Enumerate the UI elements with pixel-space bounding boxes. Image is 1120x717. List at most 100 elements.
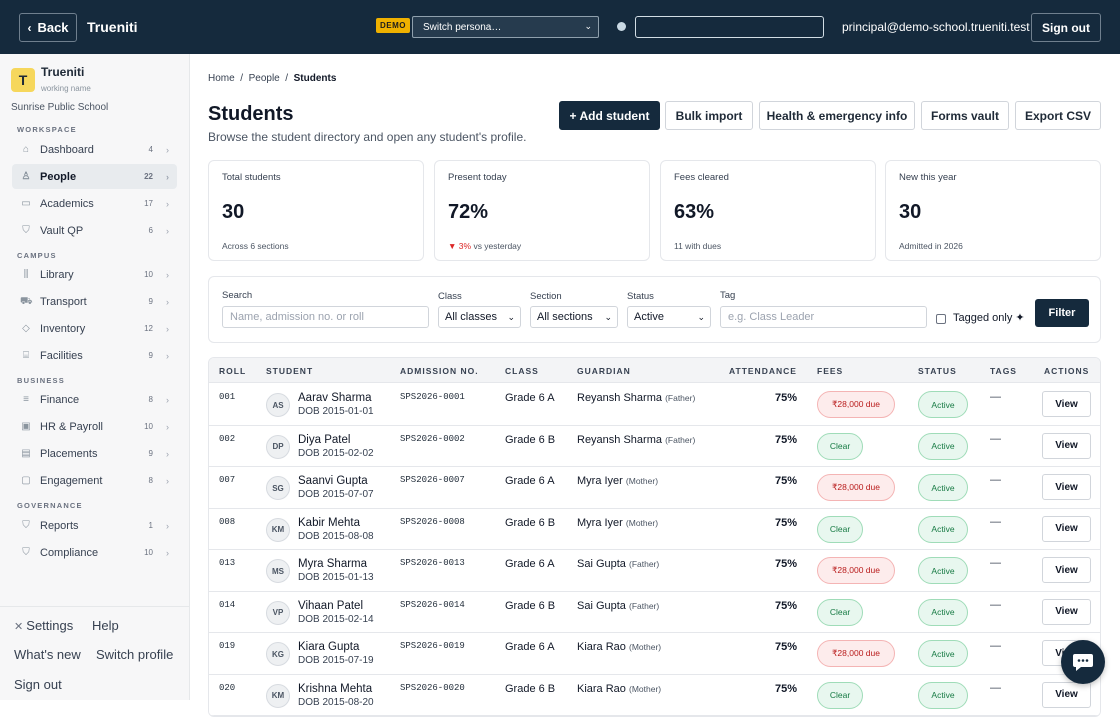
- view-button[interactable]: View: [1042, 474, 1091, 500]
- sidebar-item-count: 6: [148, 226, 153, 235]
- student-name[interactable]: Kiara Gupta: [298, 641, 360, 653]
- tags-cell: —: [990, 432, 1001, 445]
- admission-cell: SPS2026-0014: [400, 599, 465, 610]
- student-dob: DOB 2015-08-08: [298, 530, 374, 542]
- tagged-only-checkbox[interactable]: [936, 314, 946, 324]
- status-dot-icon: [617, 22, 626, 31]
- view-button[interactable]: View: [1042, 432, 1091, 459]
- status-badge: Active: [918, 640, 968, 667]
- stat-note: ▼ 3% vs yesterday: [448, 241, 522, 251]
- health-info-button[interactable]: Health & emergency info: [759, 101, 915, 130]
- signout-link[interactable]: Sign out: [14, 677, 62, 692]
- student-name[interactable]: Diya Patel: [298, 433, 351, 446]
- demo-badge: DEMO: [376, 18, 410, 33]
- sidebar-item-compliance[interactable]: ⛉ Compliance 10 ›: [12, 540, 177, 565]
- guardian-name: Myra Iyer: [577, 475, 623, 487]
- view-button[interactable]: View: [1042, 515, 1091, 542]
- guardian-name: Myra Iyer: [577, 516, 623, 529]
- col-attendance: ATTENDANCE: [729, 366, 797, 376]
- student-name[interactable]: Aarav Sharma: [298, 392, 372, 404]
- class-cell: Grade 6 A: [505, 641, 555, 653]
- add-student-button[interactable]: + Add student: [559, 101, 660, 130]
- chevron-right-icon: ›: [166, 198, 169, 209]
- stat-delta: ▼ 3%: [448, 241, 472, 251]
- chat-bubble-icon: [1073, 654, 1093, 671]
- page-subtitle: Browse the student directory and open an…: [208, 130, 527, 144]
- guardian-cell: Myra Iyer (Mother): [577, 517, 658, 529]
- sidebar-item-library[interactable]: ⫼ Library 10 ›: [12, 262, 177, 287]
- sidebar-item-facilities[interactable]: ⌸ Facilities 9 ›: [12, 343, 177, 368]
- sidebar-item-engagement[interactable]: ▢ Engagement 8 ›: [12, 468, 177, 493]
- back-button[interactable]: ‹ Back: [19, 13, 77, 42]
- top-bar: ‹ Back Trueniti DEMO Switch persona… ⌄ p…: [0, 0, 1120, 54]
- persona-select[interactable]: Switch persona… ⌄: [412, 16, 599, 38]
- avatar: KG: [266, 642, 290, 666]
- student-dob: DOB 2015-02-14: [298, 613, 374, 625]
- admission-cell: SPS2026-0002: [400, 433, 465, 444]
- class-cell: Grade 6 B: [505, 599, 556, 612]
- breadcrumb-home[interactable]: Home: [208, 73, 235, 84]
- sidebar-item-transport[interactable]: ⛟ Transport 9 ›: [12, 289, 177, 314]
- org-name: Trueniti: [41, 65, 85, 79]
- view-button[interactable]: View: [1042, 598, 1091, 625]
- student-name[interactable]: Saanvi Gupta: [298, 475, 368, 487]
- fees-badge: Clear: [817, 681, 863, 709]
- guardian-cell: Reyansh Sharma (Father): [577, 392, 695, 404]
- help-link[interactable]: Help: [92, 618, 119, 633]
- sidebar-item-dashboard[interactable]: ⌂ Dashboard 4 ›: [12, 137, 177, 162]
- switch-profile-link[interactable]: Switch profile: [96, 647, 174, 662]
- section-select[interactable]: All sections ⌄: [530, 306, 618, 328]
- sidebar-item-vault-qp[interactable]: ⛉ Vault QP 6 ›: [12, 218, 177, 243]
- view-button[interactable]: View: [1042, 681, 1091, 708]
- student-name[interactable]: Vihaan Patel: [298, 599, 364, 612]
- student-name[interactable]: Kabir Mehta: [298, 516, 361, 529]
- stat-label: New this year: [899, 172, 957, 183]
- view-button[interactable]: View: [1042, 557, 1091, 583]
- class-select[interactable]: All classes ⌄: [438, 306, 521, 328]
- chat-launcher-button[interactable]: [1061, 640, 1105, 684]
- page-title: Students: [208, 103, 294, 125]
- sidebar-item-count: 9: [148, 297, 153, 306]
- search-input[interactable]: Name, admission no. or roll: [222, 306, 429, 328]
- back-label: Back: [37, 20, 69, 35]
- view-button[interactable]: View: [1042, 391, 1091, 417]
- whats-new-link[interactable]: What's new: [14, 647, 81, 662]
- table-row: 001 AS Aarav Sharma DOB 2015-01-01 SPS2026-0…: [209, 384, 1100, 426]
- sidebar-item-inventory[interactable]: ◇ Inventory 12 ›: [12, 316, 177, 341]
- sidebar-item-label: Reports: [40, 519, 79, 532]
- guardian-cell: Sai Gupta (Father): [577, 558, 659, 570]
- student-name[interactable]: Krishna Mehta: [298, 682, 373, 695]
- export-csv-button[interactable]: Export CSV: [1015, 101, 1101, 130]
- sidebar-item-finance[interactable]: ≡ Finance 8 ›: [12, 387, 177, 412]
- guardian-name: Sai Gupta: [577, 558, 626, 570]
- guardian-name: Kiara Rao: [577, 682, 626, 695]
- table-row: 002 DP Diya Patel DOB 2015-02-02 SPS2026-000…: [209, 425, 1100, 467]
- stat-card-fees: Fees cleared 63% 11 with dues: [660, 160, 876, 261]
- roll-cell: 020: [219, 682, 236, 693]
- tag-input[interactable]: e.g. Class Leader: [720, 306, 927, 328]
- forms-vault-button[interactable]: Forms vault: [921, 101, 1009, 130]
- sidebar-item-academics[interactable]: ▭ Academics 17 ›: [12, 191, 177, 216]
- roll-cell: 002: [219, 433, 236, 444]
- bulk-import-button[interactable]: Bulk import: [665, 101, 753, 130]
- section-campus: CAMPUS: [17, 251, 57, 260]
- roll-cell: 013: [219, 558, 236, 568]
- sidebar-item-hr-payroll[interactable]: ▣ HR & Payroll 10 ›: [12, 414, 177, 439]
- status-badge: Active: [918, 598, 968, 626]
- book-icon: ▭: [21, 197, 31, 209]
- sidebar-item-placements[interactable]: ▤ Placements 9 ›: [12, 441, 177, 466]
- top-search-input[interactable]: [635, 16, 824, 38]
- breadcrumb-people[interactable]: People: [248, 73, 280, 84]
- chevron-right-icon: ›: [166, 296, 169, 307]
- signout-button[interactable]: Sign out: [1031, 13, 1101, 42]
- class-cell: Grade 6 A: [505, 475, 555, 487]
- student-name[interactable]: Myra Sharma: [298, 558, 368, 570]
- fees-badge: ₹28,000 due: [817, 640, 895, 667]
- settings-link[interactable]: ✕ Settings: [14, 618, 74, 633]
- sidebar-item-people[interactable]: ♙ People 22 ›: [12, 164, 177, 189]
- filter-button[interactable]: Filter: [1035, 299, 1089, 327]
- status-select[interactable]: Active ⌄: [627, 306, 711, 328]
- student-dob: DOB 2015-07-07: [298, 489, 374, 500]
- finance-icon: ≡: [23, 393, 29, 405]
- sidebar-item-reports[interactable]: ⛉ Reports 1 ›: [12, 513, 177, 538]
